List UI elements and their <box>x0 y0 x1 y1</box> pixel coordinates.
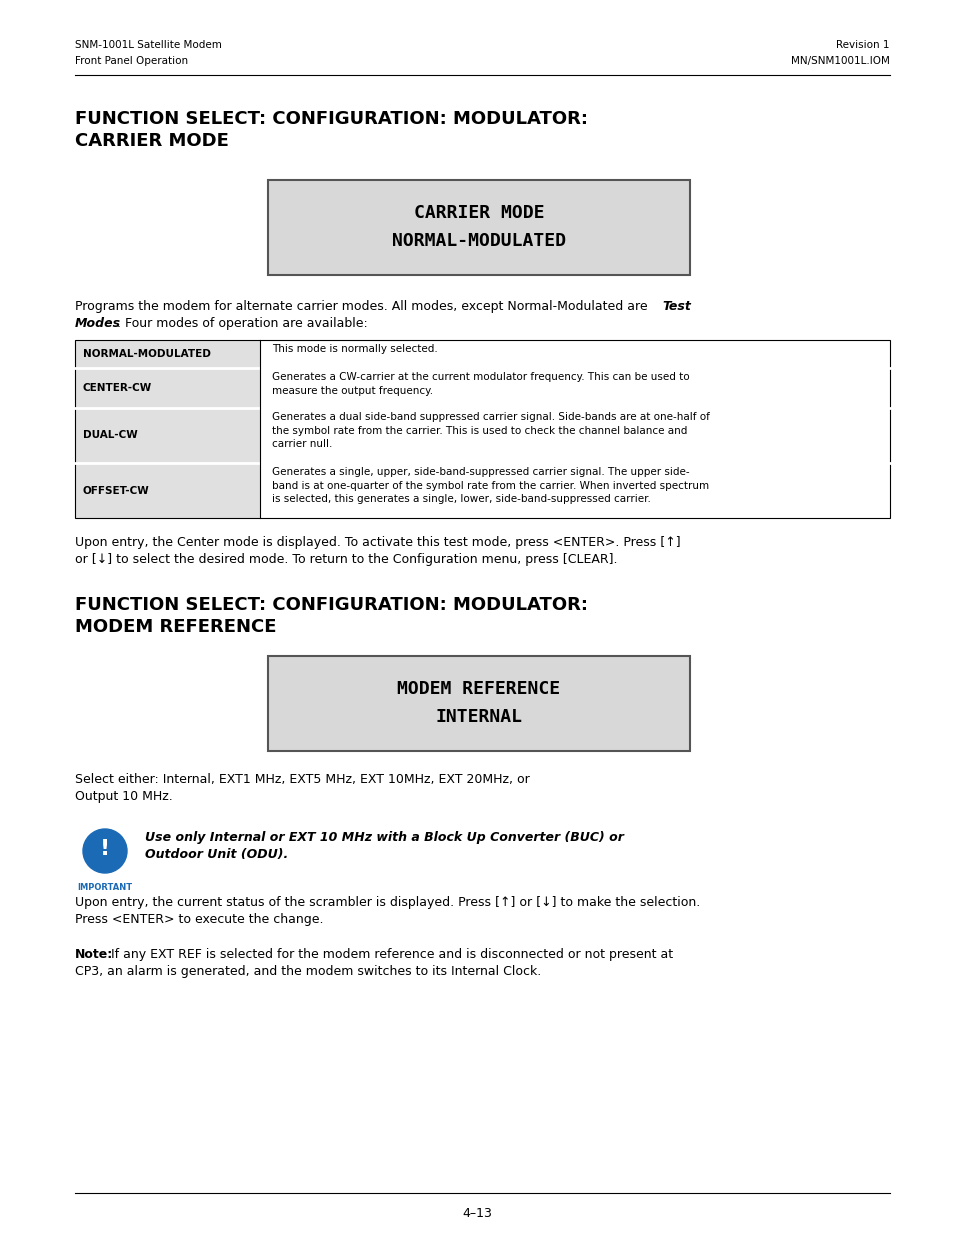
Text: FUNCTION SELECT: CONFIGURATION: MODULATOR:: FUNCTION SELECT: CONFIGURATION: MODULATO… <box>75 597 587 614</box>
Text: NORMAL-MODULATED: NORMAL-MODULATED <box>392 232 565 251</box>
FancyBboxPatch shape <box>75 463 260 517</box>
Text: Test: Test <box>661 300 690 312</box>
Text: Generates a dual side-band suppressed carrier signal. Side-bands are at one-half: Generates a dual side-band suppressed ca… <box>272 412 709 450</box>
FancyBboxPatch shape <box>75 368 260 408</box>
Text: . Four modes of operation are available:: . Four modes of operation are available: <box>117 317 367 330</box>
Text: !: ! <box>100 839 110 860</box>
Text: IMPORTANT: IMPORTANT <box>77 883 132 892</box>
Text: Note:: Note: <box>75 948 113 961</box>
Text: CENTER-CW: CENTER-CW <box>83 383 152 393</box>
Text: Upon entry, the current status of the scrambler is displayed. Press [↑] or [↓] t: Upon entry, the current status of the sc… <box>75 897 700 909</box>
Text: MODEM REFERENCE: MODEM REFERENCE <box>75 618 276 636</box>
Text: Upon entry, the Center mode is displayed. To activate this test mode, press <ENT: Upon entry, the Center mode is displayed… <box>75 536 679 550</box>
Text: Revision 1: Revision 1 <box>836 40 889 49</box>
Text: Modes: Modes <box>75 317 121 330</box>
Text: INTERNAL: INTERNAL <box>435 709 522 726</box>
Text: MN/SNM1001L.IOM: MN/SNM1001L.IOM <box>790 56 889 65</box>
Text: This mode is normally selected.: This mode is normally selected. <box>272 345 437 354</box>
Text: Output 10 MHz.: Output 10 MHz. <box>75 790 172 803</box>
Text: If any EXT REF is selected for the modem reference and is disconnected or not pr: If any EXT REF is selected for the modem… <box>107 948 673 961</box>
Text: 4–13: 4–13 <box>461 1207 492 1220</box>
Text: OFFSET-CW: OFFSET-CW <box>83 485 150 495</box>
FancyBboxPatch shape <box>268 180 689 275</box>
Text: MODEM REFERENCE: MODEM REFERENCE <box>397 680 560 699</box>
Text: FUNCTION SELECT: CONFIGURATION: MODULATOR:: FUNCTION SELECT: CONFIGURATION: MODULATO… <box>75 110 587 128</box>
Text: Outdoor Unit (ODU).: Outdoor Unit (ODU). <box>145 848 288 861</box>
FancyBboxPatch shape <box>75 408 260 463</box>
Text: SNM-1001L Satellite Modem: SNM-1001L Satellite Modem <box>75 40 222 49</box>
Circle shape <box>83 829 127 873</box>
Text: or [↓] to select the desired mode. To return to the Configuration menu, press [C: or [↓] to select the desired mode. To re… <box>75 553 617 566</box>
Text: Generates a CW-carrier at the current modulator frequency. This can be used to
m: Generates a CW-carrier at the current mo… <box>272 372 689 395</box>
Text: CP3, an alarm is generated, and the modem switches to its Internal Clock.: CP3, an alarm is generated, and the mode… <box>75 965 540 978</box>
Text: Use only Internal or EXT 10 MHz with a Block Up Converter (BUC) or: Use only Internal or EXT 10 MHz with a B… <box>145 831 623 844</box>
Text: DUAL-CW: DUAL-CW <box>83 431 137 441</box>
Text: NORMAL-MODULATED: NORMAL-MODULATED <box>83 350 211 359</box>
Text: Press <ENTER> to execute the change.: Press <ENTER> to execute the change. <box>75 913 323 926</box>
Text: Front Panel Operation: Front Panel Operation <box>75 56 188 65</box>
Text: Select either: Internal, EXT1 MHz, EXT5 MHz, EXT 10MHz, EXT 20MHz, or: Select either: Internal, EXT1 MHz, EXT5 … <box>75 773 529 785</box>
Text: CARRIER MODE: CARRIER MODE <box>75 132 229 149</box>
FancyBboxPatch shape <box>75 340 260 368</box>
Text: Programs the modem for alternate carrier modes. All modes, except Normal-Modulat: Programs the modem for alternate carrier… <box>75 300 651 312</box>
FancyBboxPatch shape <box>268 656 689 751</box>
Text: CARRIER MODE: CARRIER MODE <box>414 205 543 222</box>
Text: Generates a single, upper, side-band-suppressed carrier signal. The upper side-
: Generates a single, upper, side-band-sup… <box>272 467 708 504</box>
